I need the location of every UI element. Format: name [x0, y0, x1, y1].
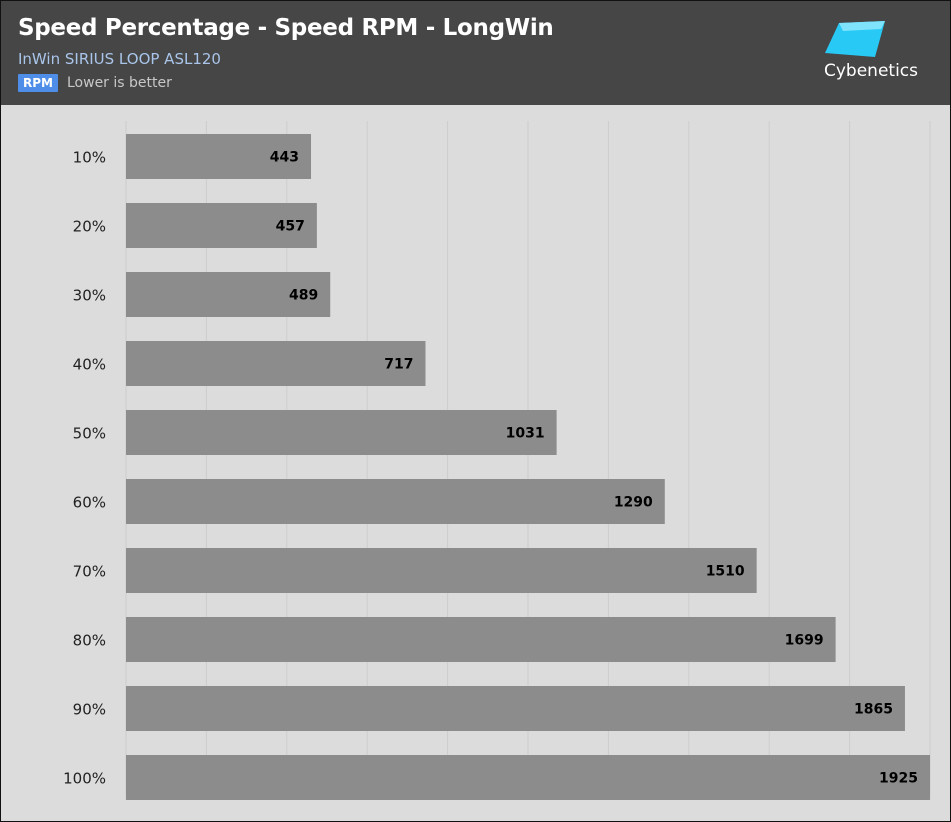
cybenetics-logo: Cybenetics [819, 17, 923, 87]
bar [126, 479, 665, 524]
unit-badge: RPM [18, 74, 58, 92]
bar [126, 686, 905, 731]
lower-is-better-note: Lower is better [67, 75, 172, 91]
value-label: 1290 [614, 495, 653, 511]
bar-chart-plot: 10% 443 20% 457 30% 489 40% 717 50% 1031 60% 1290 70… [63, 121, 931, 800]
value-label: 443 [270, 150, 299, 166]
value-label: 457 [276, 219, 305, 235]
value-label: 1865 [854, 702, 893, 718]
chart-subtitle: InWin SIRIUS LOOP ASL120 [18, 50, 221, 68]
category-label: 60% [73, 494, 106, 512]
chart-header: Speed Percentage - Speed RPM - LongWin I… [1, 1, 950, 105]
cybenetics-logo-icon [825, 21, 885, 57]
category-label: 90% [73, 701, 106, 719]
category-label: 10% [73, 149, 106, 167]
bar [126, 272, 331, 317]
value-label: 489 [289, 288, 318, 304]
value-label: 1031 [506, 426, 545, 442]
bar [126, 134, 312, 179]
bar [126, 548, 757, 593]
logo-text: Cybenetics [823, 61, 918, 81]
chart-title: Speed Percentage - Speed RPM - LongWin [18, 15, 554, 41]
category-label: 100% [63, 770, 106, 788]
value-label: 717 [384, 357, 413, 373]
value-label: 1699 [785, 633, 824, 649]
bar [126, 203, 317, 248]
bar [126, 341, 426, 386]
value-label: 1925 [879, 771, 918, 787]
category-label: 30% [73, 287, 106, 305]
category-label: 20% [73, 218, 106, 236]
value-label: 1510 [706, 564, 745, 580]
category-label: 70% [73, 563, 106, 581]
bar [126, 755, 930, 800]
bar [126, 617, 836, 662]
bar [126, 410, 557, 455]
category-label: 80% [73, 632, 106, 650]
category-label: 40% [73, 356, 106, 374]
category-label: 50% [73, 425, 106, 443]
